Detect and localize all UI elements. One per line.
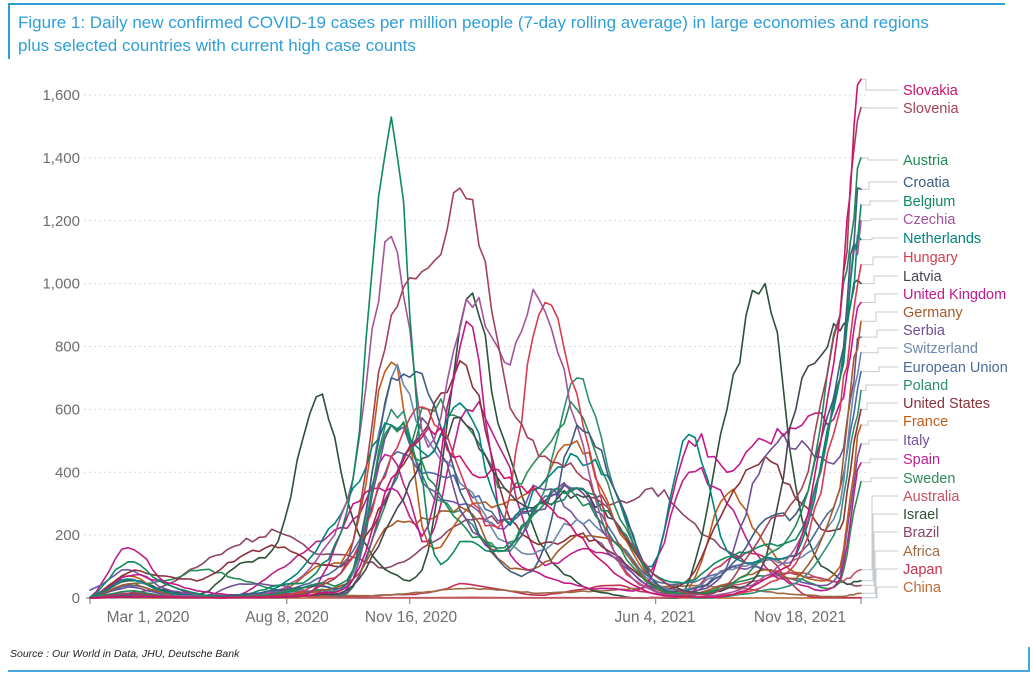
x-tick-label: Jun 4, 2021 bbox=[614, 609, 695, 626]
series-israel bbox=[89, 282, 862, 599]
figure-title-line1: Figure 1: Daily new confirmed COVID-19 c… bbox=[18, 13, 929, 32]
legend-label-africa: Africa bbox=[903, 544, 941, 560]
y-tick-label: 400 bbox=[55, 464, 80, 481]
series-slovakia bbox=[89, 78, 862, 599]
y-grid: 0 200 400 600 800 1,000 1,200 1,400 1,600 bbox=[42, 87, 866, 607]
series-poland bbox=[89, 377, 862, 599]
y-tick-label: 800 bbox=[55, 339, 80, 356]
legend-leader-lines bbox=[862, 78, 898, 599]
covid-cases-line-chart: 0 200 400 600 800 1,000 1,200 1,400 1,600 Mar 1, … bbox=[42, 78, 1008, 626]
legend-label-belgium: Belgium bbox=[903, 194, 955, 210]
legend-labels: Slovakia Slovenia Austria Croatia Belgium Cze… bbox=[903, 83, 1008, 596]
legend-label-latvia: Latvia bbox=[903, 269, 943, 285]
legend-label-hungary: Hungary bbox=[903, 250, 959, 266]
x-tick-label: Aug 8, 2020 bbox=[245, 609, 329, 626]
y-tick-label: 1,000 bbox=[42, 276, 80, 293]
bottom-right-border-rule bbox=[1028, 647, 1030, 672]
legend-label-switzerland: Switzerland bbox=[903, 341, 978, 357]
series-germany bbox=[89, 320, 862, 599]
figure-title: Figure 1: Daily new confirmed COVID-19 c… bbox=[18, 11, 1013, 57]
source-note: Source : Our World in Data, JHU, Deutsch… bbox=[10, 648, 240, 660]
series-united-kingdom bbox=[89, 301, 862, 599]
legend-label-croatia: Croatia bbox=[903, 175, 951, 191]
legend-label-czechia: Czechia bbox=[903, 212, 956, 228]
y-tick-label: 600 bbox=[55, 401, 80, 418]
legend-label-european-union: European Union bbox=[903, 360, 1008, 376]
x-tick-label: Nov 16, 2020 bbox=[365, 609, 458, 626]
legend-label-australia: Australia bbox=[903, 489, 960, 505]
legend-label-slovenia: Slovenia bbox=[903, 101, 960, 117]
series-latvia bbox=[89, 279, 862, 599]
legend-label-germany: Germany bbox=[903, 305, 963, 321]
x-axis: Mar 1, 2020 Aug 8, 2020 Nov 16, 2020 Jun 4,… bbox=[86, 597, 862, 626]
bottom-border-rule bbox=[8, 670, 1030, 672]
legend-label-sweden: Sweden bbox=[903, 471, 955, 487]
y-tick-label: 0 bbox=[72, 590, 80, 607]
left-border-rule bbox=[8, 3, 10, 59]
legend-label-italy: Italy bbox=[903, 433, 930, 449]
legend-label-china: China bbox=[903, 580, 942, 596]
y-tick-label: 1,400 bbox=[42, 150, 80, 167]
series-italy bbox=[89, 424, 862, 598]
legend-label-united-kingdom: United Kingdom bbox=[903, 287, 1006, 303]
series-serbia bbox=[89, 336, 862, 599]
legend-label-netherlands: Netherlands bbox=[903, 231, 981, 247]
top-border-rule bbox=[8, 3, 1005, 5]
legend-label-slovakia: Slovakia bbox=[903, 83, 959, 99]
x-tick-label: Mar 1, 2020 bbox=[107, 609, 190, 626]
figure-title-line2: plus selected countries with current hig… bbox=[18, 36, 416, 55]
series-united-states bbox=[89, 360, 862, 599]
y-tick-label: 200 bbox=[55, 527, 80, 544]
x-tick-label: Nov 18, 2021 bbox=[754, 609, 846, 626]
legend-label-poland: Poland bbox=[903, 378, 948, 394]
legend-label-israel: Israel bbox=[903, 507, 938, 523]
legend-label-japan: Japan bbox=[903, 562, 943, 578]
legend-label-united-states: United States bbox=[903, 396, 990, 412]
y-tick-label: 1,200 bbox=[42, 213, 80, 230]
y-tick-label: 1,600 bbox=[42, 87, 80, 104]
legend-label-brazil: Brazil bbox=[903, 525, 939, 541]
legend-label-serbia: Serbia bbox=[903, 323, 946, 339]
legend-label-austria: Austria bbox=[903, 153, 949, 169]
legend-label-france: France bbox=[903, 414, 948, 430]
legend-label-spain: Spain bbox=[903, 452, 940, 468]
